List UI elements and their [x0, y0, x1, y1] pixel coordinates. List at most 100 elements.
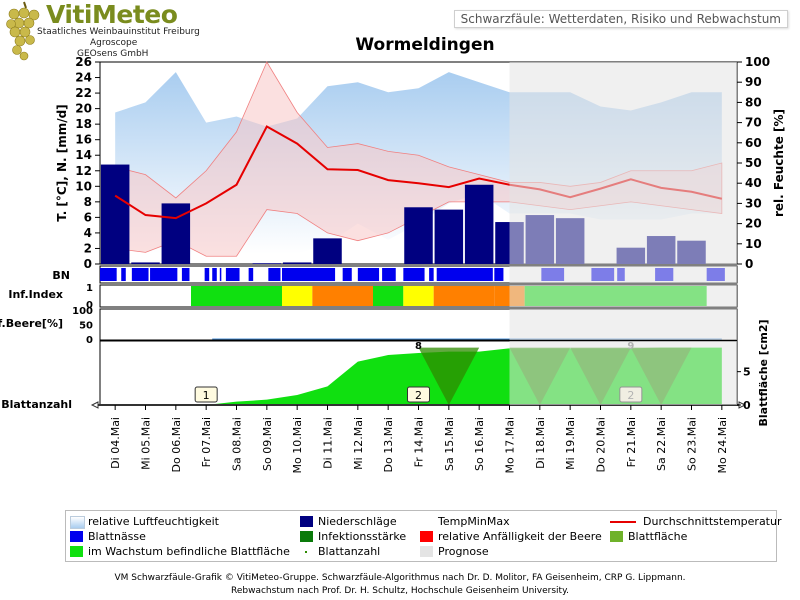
- right-tick-label-70: 70: [745, 116, 762, 130]
- left-tick-label-0: 0: [84, 257, 92, 271]
- bn-segment-11: [282, 268, 336, 281]
- leaf-right-tick-label-0: 0: [743, 399, 751, 412]
- bn-segment-7: [219, 268, 222, 281]
- left-axis-title: T. [°C], N. [mm/d]: [55, 104, 69, 221]
- legend-swatch-precip: [300, 516, 313, 527]
- bn-segment-9: [248, 268, 254, 281]
- bn-segment-10: [268, 268, 281, 281]
- leaf-count-box-0: [194, 386, 218, 403]
- legend-swatch-leaf-growing: [70, 546, 83, 557]
- x-tick-label-3: Fr 07.Mai: [200, 417, 213, 467]
- right-tick-label-80: 80: [745, 95, 762, 109]
- berry-label: Inf.Beere[%]: [0, 317, 63, 330]
- bn-segment-5: [204, 268, 210, 281]
- legend-label-leaf-growing: im Wachstum befindliche Blattfläche: [88, 545, 290, 558]
- precip-bar-10: [404, 207, 433, 264]
- chart-title: Wormeldingen: [355, 35, 495, 55]
- legend-label-leaf-count: Blattanzahl: [318, 545, 381, 558]
- legend-swatch-tempminmax: [420, 516, 433, 527]
- forecast-overlay-2: [509, 285, 737, 307]
- bn-segment-12: [342, 268, 352, 281]
- bn-segment-2: [131, 268, 149, 281]
- infection-index-segment-3: [373, 286, 404, 306]
- logo-title: VitiMeteo: [46, 0, 178, 29]
- right-tick-label-10: 10: [745, 237, 762, 251]
- grape-logo-icon: [6, 1, 40, 61]
- right-tick-label-50: 50: [745, 156, 762, 170]
- subtitle-box: Schwarzfäule: Wetterdaten, Risiko und Re…: [453, 10, 788, 28]
- leaf-right-axis-title: Blattfläche [cm2]: [757, 319, 770, 426]
- infection-index-tick-1: 1: [86, 283, 93, 294]
- legend-swatch-leaf-area: [610, 531, 623, 542]
- leaf-right-tick-label-5: 5: [743, 366, 751, 379]
- infection-index-tick-0: 0: [86, 300, 93, 311]
- logo-line-geosens: GEOsens GmbH: [77, 49, 149, 59]
- left-tick-label-14: 14: [75, 148, 92, 162]
- x-tick-label-12: So 16.Mai: [473, 417, 486, 471]
- legend-swatch-berry: [420, 531, 433, 542]
- infection-index-segment-4: [403, 286, 434, 306]
- infection-index-segment-1: [282, 286, 313, 306]
- forecast-overlay-4: [509, 341, 737, 405]
- bn-segment-6: [212, 268, 217, 281]
- bn-segment-17: [436, 268, 493, 281]
- x-tick-label-17: Fr 21.Mai: [625, 417, 638, 467]
- x-tick-label-14: Di 18.Mai: [534, 417, 547, 469]
- forecast-overlay-1: [509, 266, 737, 283]
- x-tick-label-13: Mo 17.Mai: [504, 417, 517, 474]
- bn-segment-4: [181, 268, 190, 281]
- precip-bar-12: [464, 184, 494, 264]
- left-tick-label-16: 16: [75, 133, 92, 147]
- leaf-count-text-0: 1: [203, 389, 210, 402]
- right-tick-label-40: 40: [745, 176, 762, 190]
- left-arrow-icon: [90, 401, 99, 409]
- bn-segment-15: [403, 268, 425, 281]
- left-tick-label-6: 6: [84, 210, 92, 224]
- precip-bar-0: [100, 164, 130, 264]
- x-tick-label-1: Mi 05.Mai: [140, 417, 153, 470]
- legend-label-forecast: Prognose: [438, 545, 489, 558]
- right-tick-label-30: 30: [745, 196, 762, 210]
- forecast-overlay-0: [509, 62, 737, 264]
- x-tick-label-7: Di 11.Mai: [322, 417, 335, 469]
- left-tick-label-24: 24: [75, 71, 92, 85]
- left-tick-label-8: 8: [84, 195, 92, 209]
- bn-segment-18: [494, 268, 504, 281]
- bn-label: BN: [52, 269, 70, 282]
- legend: relative Luftfeuchtigkeit Niederschläge …: [65, 510, 782, 562]
- precip-bar-5: [252, 263, 282, 264]
- right-tick-label-60: 60: [745, 136, 762, 150]
- precip-bar-11: [434, 209, 464, 264]
- logo-line-agroscope: Agroscope: [90, 38, 138, 48]
- leaf-count-box-1: [407, 386, 430, 403]
- bn-segment-3: [150, 268, 178, 281]
- legend-label-humidity: relative Luftfeuchtigkeit: [88, 515, 219, 528]
- leaf-count-label: Blattanzahl: [1, 398, 72, 411]
- x-tick-label-15: Mi 19.Mai: [564, 417, 577, 470]
- legend-label-precip: Niederschläge: [318, 515, 397, 528]
- left-tick-label-26: 26: [75, 55, 92, 69]
- x-tick-label-2: Do 06.Mai: [170, 417, 183, 472]
- legend-label-infection: Infektionsstärke: [318, 530, 407, 543]
- right-tick-label-0: 0: [745, 257, 753, 271]
- berry-tick-0: 0: [86, 335, 93, 346]
- legend-label-wetness: Blattnässe: [88, 530, 146, 543]
- x-tick-label-8: Mi 12.Mai: [352, 417, 365, 470]
- bn-segment-8: [225, 268, 240, 281]
- berry-tick-100: 100: [72, 306, 93, 317]
- logo-line-institute: Staatliches Weinbauinstitut Freiburg: [37, 27, 200, 37]
- forecast-overlay-3: [509, 309, 737, 340]
- legend-label-berry: relative Anfälligkeit der Beere: [438, 530, 602, 543]
- x-tick-label-9: Do 13.Mai: [382, 417, 395, 472]
- weather-chart: 0246810121416182022242601020304050607080…: [0, 55, 786, 474]
- precip-bar-7: [313, 238, 342, 264]
- precip-bar-1: [131, 262, 160, 264]
- bn-segment-16: [429, 268, 434, 281]
- bn-segment-1: [121, 268, 126, 281]
- left-tick-label-22: 22: [75, 86, 92, 100]
- precip-bar-6: [282, 262, 312, 264]
- legend-swatch-wetness: [70, 531, 83, 542]
- infection-triangle-0: [418, 347, 480, 405]
- right-tick-label-20: 20: [745, 217, 762, 231]
